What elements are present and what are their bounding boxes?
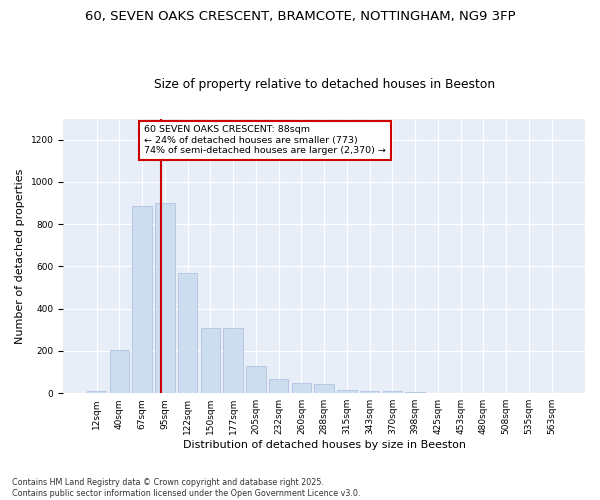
Text: Contains HM Land Registry data © Crown copyright and database right 2025.
Contai: Contains HM Land Registry data © Crown c… (12, 478, 361, 498)
Bar (406, 392, 425, 393)
Bar (178, 273, 197, 393)
Bar (201, 328, 220, 393)
Y-axis label: Number of detached properties: Number of detached properties (15, 168, 25, 344)
Text: 60 SEVEN OAKS CRESCENT: 88sqm
← 24% of detached houses are smaller (773)
74% of : 60 SEVEN OAKS CRESCENT: 88sqm ← 24% of d… (144, 126, 386, 155)
Bar (383, 390, 402, 393)
Bar (155, 203, 175, 393)
Bar (428, 392, 448, 393)
Title: Size of property relative to detached houses in Beeston: Size of property relative to detached ho… (154, 78, 495, 91)
Bar (133, 206, 152, 393)
Bar (269, 380, 289, 393)
Bar (314, 384, 334, 393)
Bar (87, 391, 106, 393)
Bar (110, 350, 129, 393)
Bar (337, 390, 356, 393)
X-axis label: Distribution of detached houses by size in Beeston: Distribution of detached houses by size … (182, 440, 466, 450)
Bar (360, 390, 379, 393)
Bar (292, 382, 311, 393)
Text: 60, SEVEN OAKS CRESCENT, BRAMCOTE, NOTTINGHAM, NG9 3FP: 60, SEVEN OAKS CRESCENT, BRAMCOTE, NOTTI… (85, 10, 515, 23)
Bar (223, 328, 243, 393)
Bar (246, 366, 266, 393)
